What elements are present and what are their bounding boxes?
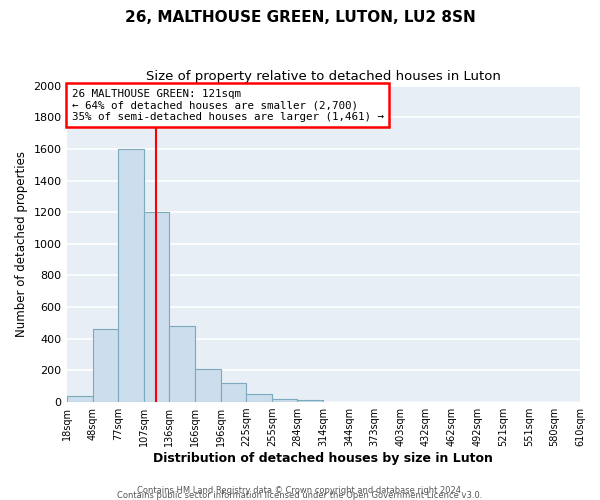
- Bar: [67, 396, 92, 402]
- Y-axis label: Number of detached properties: Number of detached properties: [15, 151, 28, 337]
- Bar: [195, 369, 221, 402]
- Title: Size of property relative to detached houses in Luton: Size of property relative to detached ho…: [146, 70, 501, 83]
- Text: Contains public sector information licensed under the Open Government Licence v3: Contains public sector information licen…: [118, 491, 482, 500]
- Bar: [221, 383, 246, 402]
- X-axis label: Distribution of detached houses by size in Luton: Distribution of detached houses by size …: [154, 452, 493, 465]
- Text: Contains HM Land Registry data © Crown copyright and database right 2024.: Contains HM Land Registry data © Crown c…: [137, 486, 463, 495]
- Bar: [144, 212, 169, 402]
- Bar: [169, 326, 195, 402]
- Bar: [246, 394, 272, 402]
- Bar: [92, 330, 118, 402]
- Bar: [118, 149, 144, 402]
- Text: 26, MALTHOUSE GREEN, LUTON, LU2 8SN: 26, MALTHOUSE GREEN, LUTON, LU2 8SN: [125, 10, 475, 25]
- Bar: [272, 399, 297, 402]
- Text: 26 MALTHOUSE GREEN: 121sqm
← 64% of detached houses are smaller (2,700)
35% of s: 26 MALTHOUSE GREEN: 121sqm ← 64% of deta…: [71, 88, 383, 122]
- Bar: [297, 400, 323, 402]
